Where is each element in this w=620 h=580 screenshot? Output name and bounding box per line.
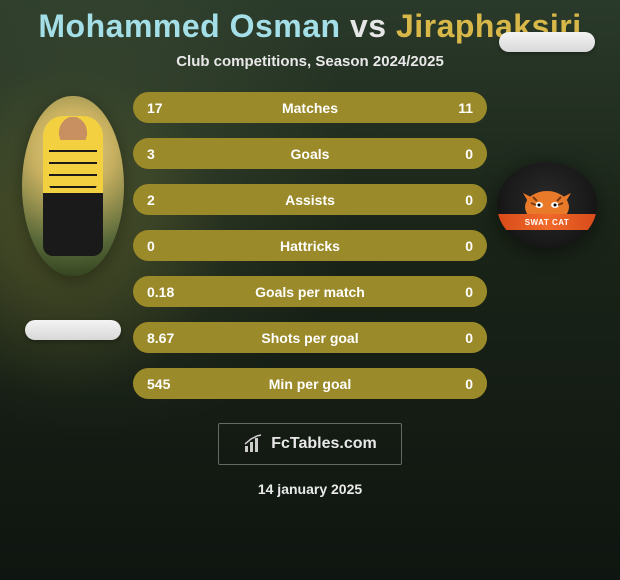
player-left-column bbox=[13, 92, 133, 340]
stat-value-left: 3 bbox=[147, 146, 187, 162]
stat-value-left: 2 bbox=[147, 192, 187, 208]
brand-text: FcTables.com bbox=[271, 435, 377, 453]
stat-label: Goals bbox=[187, 146, 433, 162]
stat-row: 8.67Shots per goal0 bbox=[133, 322, 487, 353]
brand-box: FcTables.com bbox=[218, 423, 402, 465]
stat-value-left: 17 bbox=[147, 100, 187, 116]
subtitle: Club competitions, Season 2024/2025 bbox=[176, 53, 444, 70]
stat-label: Goals per match bbox=[187, 284, 433, 300]
stat-value-right: 0 bbox=[433, 238, 473, 254]
stat-value-right: 0 bbox=[433, 376, 473, 392]
stat-value-right: 0 bbox=[433, 192, 473, 208]
stat-value-right: 11 bbox=[433, 100, 473, 116]
comparison-card: Mohammed Osman vs Jiraphaksiri Club comp… bbox=[0, 0, 620, 580]
stat-label: Assists bbox=[187, 192, 433, 208]
stats-list: 17Matches113Goals02Assists00Hattricks00.… bbox=[133, 92, 487, 399]
club-logo-band: SWAT CAT bbox=[497, 214, 597, 230]
stat-value-left: 545 bbox=[147, 376, 187, 392]
stat-value-right: 0 bbox=[433, 146, 473, 162]
stat-value-left: 0.18 bbox=[147, 284, 187, 300]
compare-row: 17Matches113Goals02Assists00Hattricks00.… bbox=[0, 92, 620, 399]
stat-row: 545Min per goal0 bbox=[133, 368, 487, 399]
stat-label: Shots per goal bbox=[187, 330, 433, 346]
footer: FcTables.com 14 january 2025 bbox=[218, 423, 402, 497]
player-right-column: SWAT CAT bbox=[487, 92, 607, 248]
club-right-logo: SWAT CAT bbox=[497, 162, 597, 248]
stat-value-left: 8.67 bbox=[147, 330, 187, 346]
club-left-pill bbox=[25, 320, 121, 340]
stat-label: Min per goal bbox=[187, 376, 433, 392]
date-text: 14 january 2025 bbox=[258, 481, 362, 497]
stat-row: 3Goals0 bbox=[133, 138, 487, 169]
stat-row: 2Assists0 bbox=[133, 184, 487, 215]
stat-label: Hattricks bbox=[187, 238, 433, 254]
stat-row: 0.18Goals per match0 bbox=[133, 276, 487, 307]
stat-value-left: 0 bbox=[147, 238, 187, 254]
stat-label: Matches bbox=[187, 100, 433, 116]
player-left-photo bbox=[22, 96, 124, 276]
stat-row: 0Hattricks0 bbox=[133, 230, 487, 261]
stat-value-right: 0 bbox=[433, 330, 473, 346]
chart-icon bbox=[243, 434, 263, 454]
club-right-pill bbox=[499, 32, 595, 52]
stat-value-right: 0 bbox=[433, 284, 473, 300]
stat-row: 17Matches11 bbox=[133, 92, 487, 123]
